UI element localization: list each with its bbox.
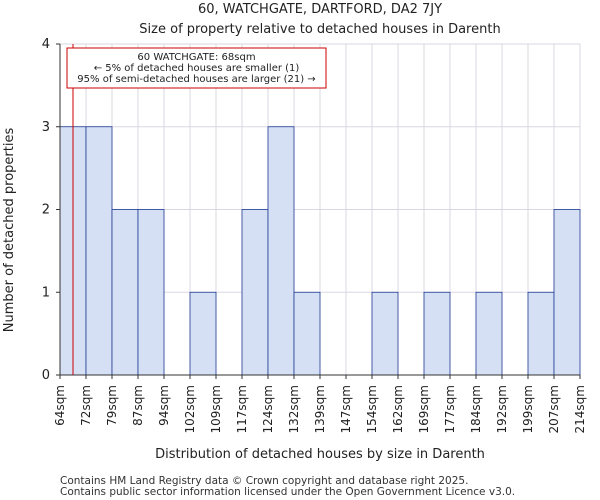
x-tick-label: 207sqm — [547, 385, 561, 433]
x-tick-label: 214sqm — [573, 385, 587, 433]
bar — [85, 126, 113, 376]
x-tick-label: 199sqm — [521, 385, 535, 433]
x-axis-label: Distribution of detached houses by size … — [155, 447, 485, 462]
y-tick-label: 0 — [42, 368, 50, 383]
x-tick-label: 109sqm — [209, 385, 223, 433]
x-tick-label: 139sqm — [313, 385, 327, 433]
bar — [423, 291, 451, 376]
x-tick-label: 177sqm — [443, 385, 457, 433]
footer-line-1: Contains HM Land Registry data © Crown c… — [60, 475, 468, 487]
x-tick-label: 124sqm — [261, 385, 275, 433]
annotation-box — [66, 47, 327, 89]
bar — [371, 291, 399, 376]
x-tick-label: 72sqm — [79, 385, 93, 426]
x-tick-label: 169sqm — [417, 385, 431, 433]
y-tick-label: 4 — [42, 37, 50, 52]
x-tick-label: 94sqm — [157, 385, 171, 426]
footer-line-2: Contains public sector information licen… — [60, 486, 515, 498]
y-tick-label: 1 — [42, 285, 50, 300]
x-tick-label: 87sqm — [131, 385, 145, 426]
annotation-line: 95% of semi-detached houses are larger (… — [77, 74, 315, 85]
chart-subtitle: Size of property relative to detached ho… — [139, 22, 500, 37]
y-tick-label: 3 — [42, 120, 50, 135]
x-tick-label: 102sqm — [183, 385, 197, 433]
bar — [475, 291, 503, 376]
bars — [59, 126, 581, 376]
y-axis-label: Number of detached properties — [2, 128, 17, 333]
x-tick-label: 162sqm — [391, 385, 405, 433]
bar — [189, 291, 217, 376]
x-tick-label: 132sqm — [287, 385, 301, 433]
bar — [241, 209, 269, 376]
annotation-line: ← 5% of detached houses are smaller (1) — [94, 63, 300, 74]
x-tick-label: 117sqm — [235, 385, 249, 433]
x-tick-label: 192sqm — [495, 385, 509, 433]
x-tick-label: 79sqm — [105, 385, 119, 426]
y-tick-label: 2 — [42, 203, 50, 218]
x-tick-label: 147sqm — [339, 385, 353, 433]
x-tick-label: 184sqm — [469, 385, 483, 433]
x-tick-label: 154sqm — [365, 385, 379, 433]
annotation-line: 60 WATCHGATE: 68sqm — [137, 52, 255, 63]
x-tick-label: 64sqm — [53, 385, 67, 426]
chart-title: 60, WATCHGATE, DARTFORD, DA2 7JY — [198, 2, 442, 17]
bar — [293, 291, 321, 376]
bar — [553, 209, 581, 376]
bar — [267, 126, 295, 376]
bar — [137, 209, 165, 376]
bar — [111, 209, 139, 376]
bar — [527, 291, 555, 376]
